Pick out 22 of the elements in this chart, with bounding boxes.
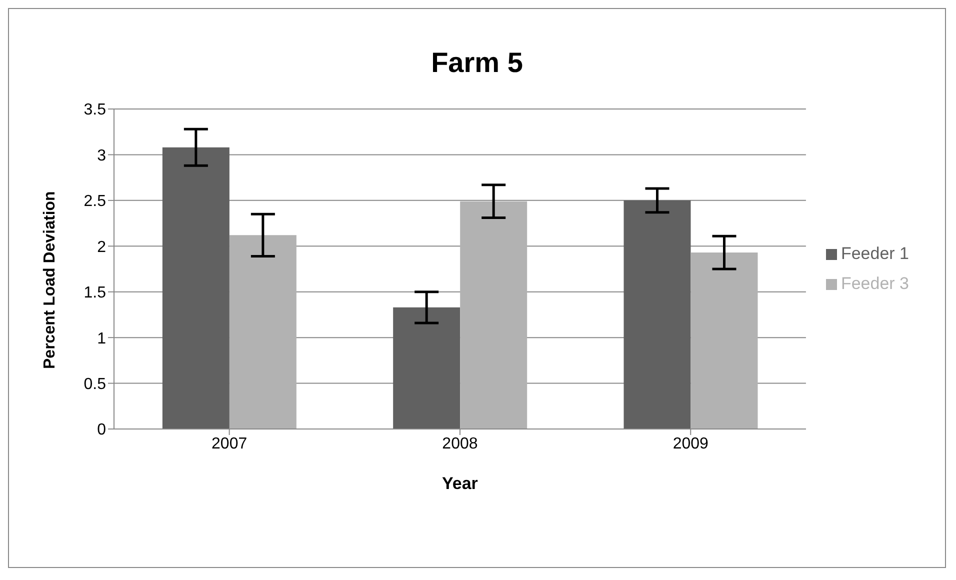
x-axis-title: Year	[442, 474, 478, 493]
y-tick-label: 3	[97, 147, 106, 164]
bar	[690, 252, 758, 429]
legend-label: Feeder 1	[840, 244, 909, 263]
chart-title: Farm 5	[430, 47, 524, 79]
y-tick-label: 3.5	[84, 102, 106, 119]
x-tick-label: 2009	[672, 435, 709, 452]
y-tick-label: 2.5	[84, 193, 106, 210]
bar	[624, 200, 691, 429]
y-tick-label: 1	[97, 330, 106, 348]
y-tick-label: 1.5	[84, 284, 106, 302]
y-axis-title: Percent Load Deviation	[42, 191, 59, 369]
y-tick-label: 2	[97, 238, 106, 256]
bar	[393, 307, 460, 429]
y-tick-label: 0.5	[84, 376, 106, 393]
bar	[162, 147, 230, 429]
bar	[460, 201, 528, 429]
x-tick-label: 2007	[212, 435, 248, 452]
bar	[229, 235, 296, 429]
y-tick-label: 0	[97, 422, 106, 439]
x-tick-label: 2008	[442, 435, 478, 452]
legend-label: Feeder 3	[840, 274, 909, 293]
